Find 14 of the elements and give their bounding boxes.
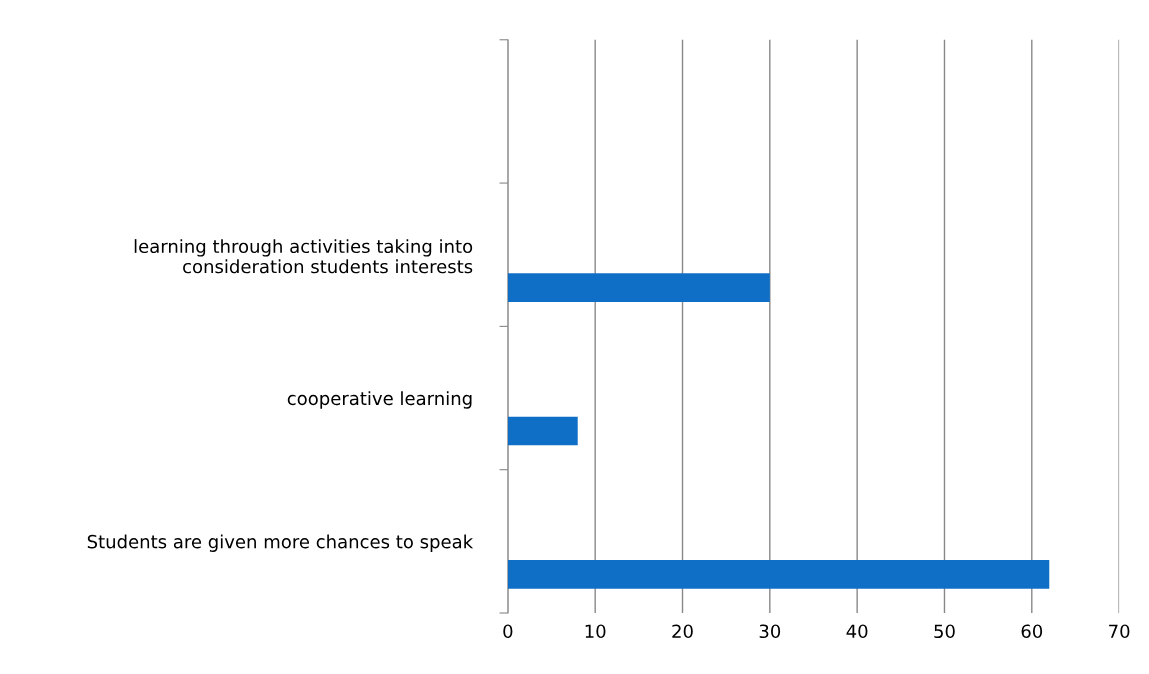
x-tick-label: 0 <box>503 624 513 639</box>
x-tick-label: 50 <box>934 624 955 639</box>
y-tick-label: cooperative learning <box>287 391 472 409</box>
x-tick-label: 10 <box>585 624 606 639</box>
bar <box>507 273 770 303</box>
bar <box>507 559 1050 589</box>
bar <box>507 416 578 446</box>
x-tick-label: 70 <box>1109 624 1130 639</box>
x-tick-label: 20 <box>672 624 693 639</box>
y-tick-label: Students are given more chances to speak <box>87 534 474 552</box>
y-tick-label: learning through activities taking into consideration students interests <box>134 239 473 274</box>
x-tick-label: 40 <box>846 624 868 639</box>
x-tick-label: 30 <box>759 624 781 639</box>
x-tick-label: 60 <box>1021 624 1043 639</box>
